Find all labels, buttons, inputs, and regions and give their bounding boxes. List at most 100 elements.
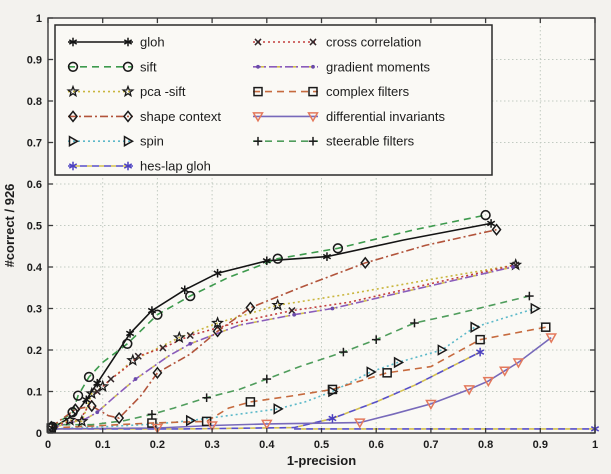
- y-tick-label: 0.1: [27, 387, 42, 399]
- marker-x: [134, 352, 142, 360]
- y-tick-label: 0.5: [27, 221, 42, 233]
- legend-item-sift: sift: [67, 59, 157, 74]
- legend-label-spin: spin: [140, 134, 164, 149]
- legend-item-differential-invariants: differential invariants: [252, 109, 445, 124]
- marker-dot: [311, 64, 315, 69]
- marker-x: [93, 387, 101, 396]
- series-cross-correlation-markers: [93, 261, 520, 396]
- marker-triangle-right: [437, 344, 448, 356]
- legend-item-complex-filters: complex filters: [253, 84, 410, 99]
- marker-asterisk: [328, 414, 337, 423]
- marker-triangle-right: [530, 302, 541, 315]
- series-spin-markers: [185, 302, 541, 427]
- marker-diamond: [245, 301, 256, 314]
- marker-triangle-right: [273, 403, 284, 415]
- marker-diamond: [70, 403, 81, 416]
- x-tick-label: 0.5: [314, 439, 329, 451]
- marker-diamond: [491, 223, 502, 236]
- marker-circle: [72, 390, 84, 401]
- marker-plus: [202, 393, 211, 403]
- marker-triangle-right: [470, 321, 481, 333]
- series-complex-filters-markers: [46, 322, 551, 433]
- marker-circle: [122, 61, 134, 73]
- marker-x: [288, 307, 296, 315]
- marker-asterisk: [476, 347, 485, 357]
- marker-circle: [272, 253, 283, 264]
- marker-square: [541, 322, 551, 332]
- x-tick-label: 0.2: [150, 439, 165, 451]
- marker-dot: [95, 410, 100, 415]
- marker-square: [327, 384, 338, 395]
- marker-square: [46, 423, 57, 433]
- legend-item-gradient-moments: gradient moments: [253, 59, 431, 74]
- marker-circle: [67, 61, 79, 73]
- x-tick-label: 0.6: [369, 439, 384, 451]
- legend-box: gloh sift pca -sift shape context spin hes-la…: [54, 24, 493, 176]
- marker-dot: [292, 312, 297, 317]
- marker-star5: [63, 413, 77, 426]
- legend-item-cross-correlation: cross correlation: [253, 35, 421, 50]
- legend-label-shape-context: shape context: [140, 109, 221, 124]
- marker-plus: [308, 136, 318, 146]
- marker-triangle-down: [206, 421, 218, 432]
- series-hes-lap-gloh-line-alt: [51, 351, 481, 430]
- y-tick-label: 0.3: [27, 304, 42, 316]
- marker-star5: [96, 379, 110, 393]
- legend-label-gradient-moments: gradient moments: [326, 59, 431, 74]
- marker-diamond: [86, 399, 97, 413]
- marker-x: [186, 331, 194, 340]
- marker-plus: [410, 318, 419, 328]
- x-tick-label: 0: [45, 439, 51, 451]
- marker-plus: [262, 374, 272, 384]
- legend-item-hes-lap-gloh: hes-lap gloh: [68, 159, 211, 174]
- marker-dot: [511, 265, 515, 269]
- marker-triangle-down: [354, 418, 366, 429]
- series-pca-sift-line: [51, 264, 516, 428]
- marker-star5: [75, 414, 89, 427]
- marker-square: [308, 86, 318, 97]
- tick-marks: [47, 17, 596, 434]
- marker-plus: [147, 410, 157, 419]
- marker-diamond: [68, 110, 78, 123]
- marker-triangle-right: [185, 414, 197, 427]
- marker-dot: [188, 341, 193, 346]
- series-steerable-filters-markers: [147, 291, 534, 419]
- marker-asterisk: [123, 37, 133, 47]
- marker-triangle-down: [261, 419, 273, 430]
- x-tick-label: 0.9: [533, 439, 548, 451]
- marker-circle: [332, 243, 344, 254]
- y-tick-label: 0: [36, 428, 42, 440]
- marker-square: [147, 418, 157, 428]
- x-axis-label: 1-precision: [287, 453, 356, 468]
- marker-x: [254, 38, 262, 46]
- marker-circle: [122, 338, 133, 349]
- series-complex-filters-line: [51, 326, 546, 429]
- legend-item-gloh: gloh: [68, 35, 165, 50]
- y-tick-label: 0.2: [27, 345, 42, 357]
- marker-asterisk: [262, 256, 271, 266]
- legend-label-pca-sift: pca -sift: [140, 84, 186, 99]
- legend-label-gloh: gloh: [140, 35, 165, 50]
- marker-plus: [525, 291, 534, 301]
- marker-square: [245, 397, 256, 407]
- marker-triangle-down: [482, 376, 495, 388]
- series-markers: [46, 209, 600, 435]
- marker-circle: [480, 209, 491, 221]
- marker-triangle-down: [545, 333, 558, 344]
- marker-triangle-right: [393, 356, 405, 369]
- marker-circle: [152, 309, 163, 320]
- marker-circle: [185, 290, 196, 302]
- y-tick-label: 0.4: [27, 262, 43, 274]
- legend-item-pca-sift: pca -sift: [66, 84, 186, 99]
- marker-square: [475, 334, 485, 345]
- series-gradient-moments-markers: [95, 265, 515, 415]
- legend-label-cross-correlation: cross correlation: [326, 35, 421, 50]
- x-tick-label: 0.4: [259, 439, 275, 451]
- legend-label-hes-lap-gloh: hes-lap gloh: [140, 159, 211, 174]
- series-differential-invariants-markers: [151, 333, 558, 435]
- marker-star5: [121, 84, 135, 98]
- marker-circle: [83, 371, 95, 383]
- series-pca-sift-markers: [63, 257, 523, 427]
- marker-star5: [211, 316, 225, 329]
